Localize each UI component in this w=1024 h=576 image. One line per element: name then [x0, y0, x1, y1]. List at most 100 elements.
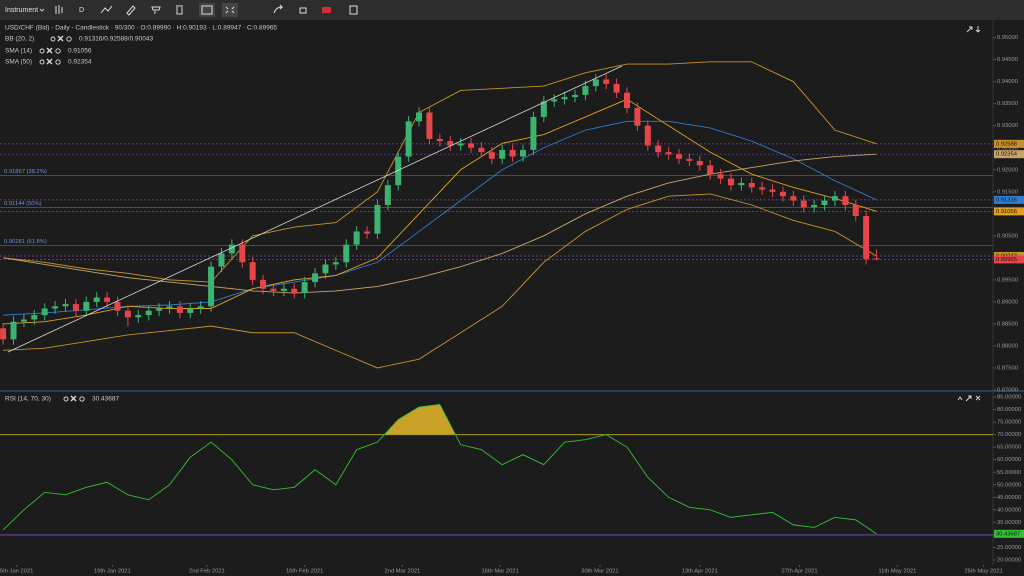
eye-icon[interactable]	[50, 36, 56, 42]
gear-icon[interactable]	[55, 48, 61, 54]
price-tag-label: 0.92354	[996, 152, 1018, 158]
candle-body	[572, 94, 579, 98]
candle-body	[187, 308, 194, 313]
price-tag-label: 0.92588	[996, 141, 1017, 147]
fib-label: 0.90281 (61.8%)	[4, 239, 47, 245]
candle-body	[124, 310, 131, 318]
price-tag	[994, 207, 1024, 216]
price-tag	[994, 139, 1024, 148]
candle-body	[655, 145, 662, 153]
candle-body	[644, 125, 651, 146]
rsi-panel	[0, 404, 993, 536]
candle-body	[707, 165, 714, 175]
tool-icon[interactable]	[151, 6, 161, 14]
rsi-tag-label: 30.43687	[996, 531, 1020, 537]
interval-menu[interactable]: D	[79, 7, 84, 14]
share-icon[interactable]	[273, 4, 284, 14]
delete-icon[interactable]	[176, 5, 183, 15]
overbought-area	[384, 404, 456, 435]
candle-body	[675, 154, 682, 159]
y-tick-label: 0.90500	[997, 233, 1018, 239]
y-tick-label: 0.87500	[997, 366, 1018, 372]
indicator-line	[3, 153, 877, 294]
y-tick-label: 50.00000	[997, 482, 1021, 488]
candle-body	[447, 141, 454, 146]
dropdown-arrow[interactable]	[39, 8, 45, 12]
candle-body	[759, 187, 766, 190]
candle-body	[821, 200, 828, 205]
gear-icon[interactable]	[66, 36, 72, 42]
candle-body	[197, 306, 204, 309]
instrument-menu[interactable]: Instrument	[5, 7, 38, 14]
candle-body	[228, 244, 235, 254]
candle-body	[41, 308, 48, 316]
gear-icon[interactable]	[55, 59, 61, 65]
candle-body	[873, 258, 880, 260]
candle-body	[603, 79, 610, 84]
x-tick-label: 16th Feb 2021	[286, 569, 323, 575]
candle-body	[52, 306, 59, 309]
candle-body	[696, 160, 703, 166]
x-tick-label: 30th Mar 2021	[581, 569, 618, 575]
candle-body	[592, 79, 599, 87]
candle-body	[582, 86, 589, 95]
legend-value: 0.92354	[68, 59, 92, 66]
indicator-line	[3, 193, 877, 369]
eye-icon[interactable]	[39, 48, 45, 54]
y-tick-label: 65.00000	[997, 445, 1021, 451]
candle-body	[686, 158, 693, 161]
settings-icon[interactable]	[299, 7, 307, 14]
candle-body	[384, 185, 391, 205]
y-tick-label: 0.89000	[997, 299, 1018, 305]
grid-icon[interactable]	[225, 6, 235, 14]
candle-body	[613, 83, 620, 93]
layout-icon[interactable]	[201, 5, 213, 15]
candle-body	[717, 174, 724, 179]
toolbar	[0, 0, 1024, 20]
y-tick-label: 0.92500	[997, 145, 1018, 151]
candle-body	[457, 143, 464, 146]
indicator-icon[interactable]	[100, 5, 113, 14]
legend-name: SMA (14)	[5, 48, 32, 55]
y-tick-label: 0.95000	[997, 35, 1018, 41]
candle-body	[509, 149, 516, 157]
panel-controls[interactable]	[957, 395, 981, 402]
remove-icon[interactable]	[46, 47, 53, 54]
x-tick-label: 25th May 2021	[964, 569, 1002, 575]
candle-body	[530, 116, 537, 150]
price-tag-label: 0.89965	[996, 257, 1017, 263]
x-tick-label: 5th Jan 2021	[0, 569, 33, 575]
candle-body	[623, 92, 630, 109]
candle-body	[436, 138, 443, 142]
candle-body	[145, 310, 152, 316]
remove-icon[interactable]	[70, 395, 77, 402]
draw-icon[interactable]	[126, 5, 136, 16]
candle-body	[561, 97, 568, 100]
legend-name: RSI (14, 70, 30)	[5, 396, 51, 403]
candle-body	[790, 196, 797, 201]
flag-icon[interactable]	[322, 7, 331, 13]
grid-button[interactable]	[222, 3, 238, 17]
candle-body	[0, 328, 7, 340]
eye-icon[interactable]	[63, 396, 69, 402]
candle-body	[634, 108, 641, 126]
y-tick-label: 80.00000	[997, 407, 1021, 413]
candle-body	[748, 182, 755, 188]
legend-name: SMA (50)	[5, 59, 32, 66]
remove-icon[interactable]	[57, 35, 64, 42]
screenshot-icon[interactable]	[349, 5, 358, 15]
x-tick-label: 16th Mar 2021	[481, 569, 518, 575]
remove-icon[interactable]	[46, 58, 53, 65]
gear-icon[interactable]	[79, 396, 85, 402]
layout-button[interactable]	[199, 3, 215, 17]
panel-controls[interactable]	[966, 26, 981, 33]
chart-type-icon[interactable]	[55, 5, 63, 14]
candle-body	[135, 315, 142, 318]
y-tick-label: 0.88500	[997, 321, 1018, 327]
trend-line[interactable]	[7, 65, 623, 353]
eye-icon[interactable]	[39, 59, 45, 65]
candle-body	[426, 112, 433, 139]
candle-body	[520, 149, 527, 157]
candle-body	[83, 301, 90, 311]
y-tick-label: 75.00000	[997, 420, 1021, 426]
